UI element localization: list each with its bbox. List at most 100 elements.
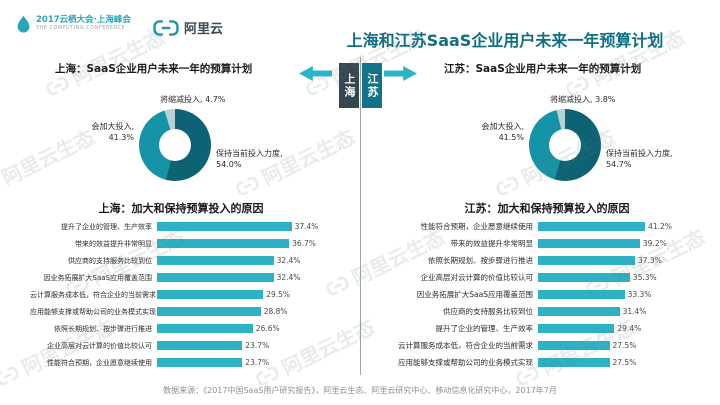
bar: [538, 256, 635, 265]
bar-row: 供应商的支持服务比较到位 32.4%: [30, 252, 332, 269]
bar-value-label: 37.4%: [294, 222, 319, 231]
bar-category-label: 依照长期规划、按步骤进行推进: [428, 256, 533, 265]
data-source-note: 数据来源：《2017中国SaaS用户研究报告》，阿里云生态、阿里云研究中心、移动…: [163, 386, 557, 395]
bar: [157, 341, 243, 350]
conference-logo-text: 2017云栖大会·上海峰会 THE COMPUTING CONFERENCE: [36, 15, 131, 31]
conference-name: 2017云栖大会·上海峰会: [36, 15, 131, 25]
bar: [538, 290, 625, 299]
bar-category-label: 依照长期规划、按步骤进行推进: [54, 324, 152, 333]
bar-row: 提升了企业的管理、生产效率 29.4%: [388, 320, 706, 337]
bar: [157, 307, 261, 316]
shanghai-donut-title: 上海：SaaS企业用户未来一年的预算计划: [55, 63, 253, 75]
bar-row: 提升了企业的管理、生产效率 37.4%: [30, 218, 332, 235]
bar-row: 带来的效益提升非常明显 36.7%: [30, 235, 332, 252]
bar: [157, 324, 253, 333]
center-divider: [360, 57, 361, 375]
bar-value-label: 35.3%: [632, 273, 657, 282]
alibaba-cloud-bracket-icon: [0, 173, 2, 198]
bar: [157, 358, 243, 367]
bar-row: 企业高层对云计算的价值比较认可 35.3%: [388, 269, 706, 286]
bar: [538, 239, 640, 248]
bar: [157, 290, 264, 299]
shanghai-bars-title: 上海：加大和保持预算投入的原因: [98, 202, 264, 215]
bar-category-label: 供应商的支持服务比较到位: [68, 256, 152, 265]
brand-name: 阿里云: [184, 22, 224, 37]
shanghai-region-box: 上海: [339, 63, 359, 108]
alibaba-cloud-bracket-icon: [46, 76, 69, 95]
bar-category-label: 应用能够支撑或帮助公司的业务模式实现: [30, 307, 156, 316]
bar-row: 性能符合预期，企业愿意继续使用 23.7%: [30, 354, 332, 371]
bar-row: 云计算服务成本低，符合企业的当前需求 29.5%: [30, 286, 332, 303]
bar-value-label: 23.7%: [245, 358, 270, 367]
shanghai-reasons-bar-chart: 提升了企业的管理、生产效率 37.4% 带来的效益提升非常明显 36.7% 供应商的支持…: [30, 218, 332, 371]
bar-value-label: 27.5%: [612, 358, 637, 367]
jiangsu-bars-title: 江苏：加大和保持预算投入的原因: [464, 202, 630, 215]
alibaba-cloud-bracket-icon: [496, 176, 519, 195]
bar-value-label: 26.6%: [255, 324, 280, 333]
bar-value-label: 29.4%: [617, 324, 642, 333]
bar-value-label: 31.4%: [622, 307, 647, 316]
bar-category-label: 提升了企业的管理、生产效率: [61, 222, 152, 231]
bar-category-label: 性能符合预期，企业愿意继续使用: [420, 222, 534, 231]
bar-category-label: 企业高层对云计算的价值比较认可: [47, 341, 152, 350]
bar-row: 因业务拓展扩大SaaS应用覆盖范围 33.3%: [388, 286, 706, 303]
donut-label-increase: 会加大投入, 41.3%: [91, 122, 134, 142]
bar-row: 应用能够支撑或帮助公司的业务模式实现 27.5%: [388, 354, 706, 371]
bar-row: 云计算服务成本低，符合企业的当前需求 27.5%: [388, 337, 706, 354]
bar-category-label: 因业务拓展扩大SaaS应用覆盖范围: [416, 290, 533, 299]
bar-category-label: 应用能够支撑或帮助公司的业务模式实现: [398, 358, 533, 367]
bar: [538, 273, 630, 282]
alibaba-cloud-bracket-icon: [236, 176, 259, 195]
bar-category-label: 企业高层对云计算的价值比较认可: [420, 273, 534, 282]
bar-row: 企业高层对云计算的价值比较认可 23.7%: [30, 337, 332, 354]
donut-label-keep: 保持当前投入力度, 54.0%: [216, 149, 283, 169]
bar-category-label: 因业务拓展扩大SaaS应用覆盖范围: [43, 273, 152, 282]
bar-value-label: 33.3%: [627, 290, 652, 299]
bar-value-label: 29.5%: [266, 290, 291, 299]
bar: [538, 307, 620, 316]
arrow-right-icon: [384, 66, 417, 81]
jiangsu-donut-title: 江苏：SaaS企业用户未来一年的预算计划: [444, 63, 642, 75]
donut-label-reduce: 将缩减投入, 3.8%: [550, 95, 616, 104]
bar: [157, 239, 290, 248]
bar-value-label: 27.5%: [612, 341, 637, 350]
jiangsu-region-box: 江苏: [362, 63, 382, 108]
bar: [538, 324, 615, 333]
jiangsu-reasons-bar-chart: 性能符合预期，企业愿意继续使用 41.2% 带来的效益提升非常明显 39.2% 依照长期…: [388, 218, 706, 371]
bar-category-label: 供应商的支持服务比较到位: [443, 307, 533, 316]
bar-value-label: 37.3%: [638, 256, 662, 265]
bar-value-label: 41.2%: [648, 222, 672, 231]
conference-subtitle: THE COMPUTING CONFERENCE: [36, 26, 126, 32]
donut-label-keep: 保持当前投入力度, 54.7%: [606, 149, 673, 169]
bar-row: 带来的效益提升非常明显 39.2%: [388, 235, 706, 252]
bar-value-label: 39.2%: [642, 239, 667, 248]
bar-category-label: 带来的效益提升非常明显: [75, 239, 152, 248]
arrow-left-icon: [299, 66, 332, 81]
bar-category-label: 性能符合预期，企业愿意继续使用: [47, 358, 152, 367]
bar-row: 因业务拓展扩大SaaS应用覆盖范围 32.4%: [30, 269, 332, 286]
bar-value-label: 36.7%: [292, 239, 316, 248]
bar-row: 依照长期规划、按步骤进行推进 26.6%: [30, 320, 332, 337]
bar: [157, 222, 292, 231]
bar: [538, 222, 646, 231]
bar-value-label: 23.7%: [245, 341, 270, 350]
bar-row: 性能符合预期，企业愿意继续使用 41.2%: [388, 218, 706, 235]
bar-category-label: 提升了企业的管理、生产效率: [435, 324, 534, 333]
donut-label-increase: 会加大投入, 41.5%: [481, 122, 524, 142]
page-title: 上海和江苏SaaS企业用户未来一年预算计划: [346, 31, 664, 50]
conference-logo: 2017云栖大会·上海峰会 THE COMPUTING CONFERENCE: [16, 15, 131, 34]
bar-category-label: 带来的效益提升非常明显: [450, 239, 534, 248]
bar-category-label: 云计算服务成本低，符合企业的当前需求: [398, 341, 533, 350]
bar-row: 应用能够支撑或帮助公司的业务模式实现 28.8%: [30, 303, 332, 320]
bar: [157, 273, 274, 282]
conference-mark-icon: [17, 15, 30, 33]
bar: [157, 256, 274, 265]
bar: [538, 341, 610, 350]
bar-row: 供应商的支持服务比较到位 31.4%: [388, 303, 706, 320]
bar-value-label: 32.4%: [276, 273, 301, 282]
donut-ring: [139, 109, 211, 181]
alibaba-cloud-bracket-icon: [153, 19, 179, 36]
bar-value-label: 28.8%: [263, 307, 288, 316]
donut-label-reduce: 将缩减投入, 4.7%: [160, 95, 226, 104]
